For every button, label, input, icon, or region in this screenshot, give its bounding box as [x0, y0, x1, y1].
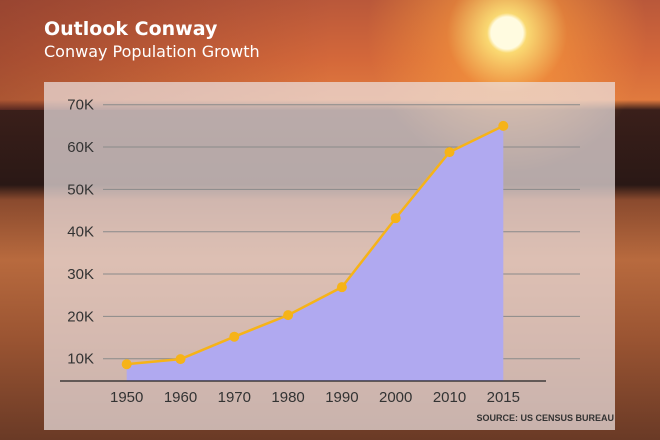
data-point: [390, 213, 401, 224]
y-tick-label: 70K: [67, 97, 94, 114]
y-tick-label: 60K: [67, 139, 94, 156]
source-note: SOURCE: US CENSUS BUREAU: [476, 413, 614, 423]
data-point: [498, 120, 509, 131]
y-tick-label: 50K: [67, 181, 94, 198]
y-tick-label: 30K: [67, 266, 94, 283]
data-point: [444, 147, 455, 158]
x-tick-label: 2000: [379, 389, 412, 406]
page-subtitle: Conway Population Growth: [44, 42, 260, 61]
x-tick-label: 1970: [218, 389, 251, 406]
y-tick-label: 10K: [67, 351, 94, 368]
series-line: [126, 124, 504, 366]
data-point: [336, 282, 347, 293]
x-tick-label: 1980: [271, 389, 304, 406]
page-title: Outlook Conway: [44, 18, 218, 40]
y-tick-label: 40K: [67, 224, 94, 241]
data-point: [283, 310, 294, 321]
x-tick-label: 1950: [110, 389, 143, 406]
area-fill: [126, 125, 504, 381]
x-tick-label: 1990: [325, 389, 358, 406]
data-point: [229, 331, 240, 342]
x-tick-label: 2010: [433, 389, 466, 406]
data-point: [175, 354, 186, 365]
data-point: [121, 359, 132, 370]
x-tick-label: 2015: [487, 389, 520, 406]
x-tick-label: 1960: [164, 389, 197, 406]
y-tick-label: 20K: [67, 308, 94, 325]
